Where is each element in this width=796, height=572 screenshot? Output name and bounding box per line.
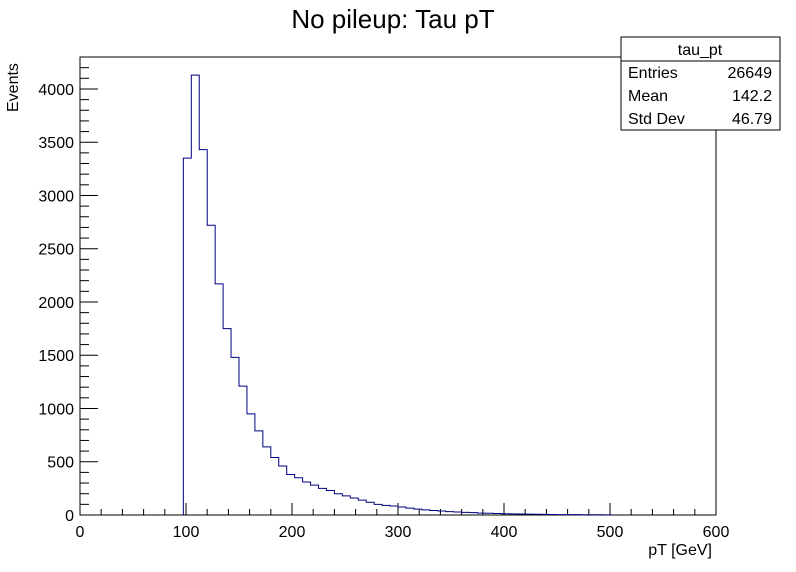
x-tick-label: 0 xyxy=(76,524,85,541)
x-axis-title: pT [GeV] xyxy=(648,542,712,559)
stats-entries-value: 26649 xyxy=(728,65,773,82)
stats-mean-value: 142.2 xyxy=(732,88,772,105)
x-axis: 0 100 200 300 400 500 600 xyxy=(76,503,730,541)
y-tick-label: 2500 xyxy=(38,242,74,259)
y-tick-label: 3000 xyxy=(38,188,74,205)
y-tick-label: 0 xyxy=(65,508,74,525)
stats-stddev-label: Std Dev xyxy=(628,111,685,128)
x-tick-label: 600 xyxy=(703,524,730,541)
stats-box-frame xyxy=(620,36,781,131)
x-tick-label: 400 xyxy=(491,524,518,541)
y-tick-label: 3500 xyxy=(38,135,74,152)
x-tick-label: 100 xyxy=(173,524,200,541)
stats-mean-label: Mean xyxy=(628,88,668,105)
y-tick-label: 500 xyxy=(47,455,74,472)
histogram-line xyxy=(182,74,614,516)
y-tick-label: 4000 xyxy=(38,82,74,99)
y-tick-label: 2000 xyxy=(38,295,74,312)
x-tick-label: 300 xyxy=(385,524,412,541)
stats-box: tau_pt Entries 26649 Mean 142.2 Std Dev … xyxy=(620,36,781,131)
y-axis-title: Events xyxy=(5,63,22,112)
stats-box-title: tau_pt xyxy=(678,42,723,59)
x-tick-label: 500 xyxy=(597,524,624,541)
stats-entries-label: Entries xyxy=(628,65,678,82)
y-tick-label: 1000 xyxy=(38,401,74,418)
x-tick-label: 200 xyxy=(279,524,306,541)
chart-title: No pileup: Tau pT xyxy=(291,4,494,34)
stats-stddev-value: 46.79 xyxy=(732,111,772,128)
y-axis: 0 500 1000 1500 2000 2500 3000 3500 4000 xyxy=(38,56,98,525)
y-tick-label: 1500 xyxy=(38,348,74,365)
